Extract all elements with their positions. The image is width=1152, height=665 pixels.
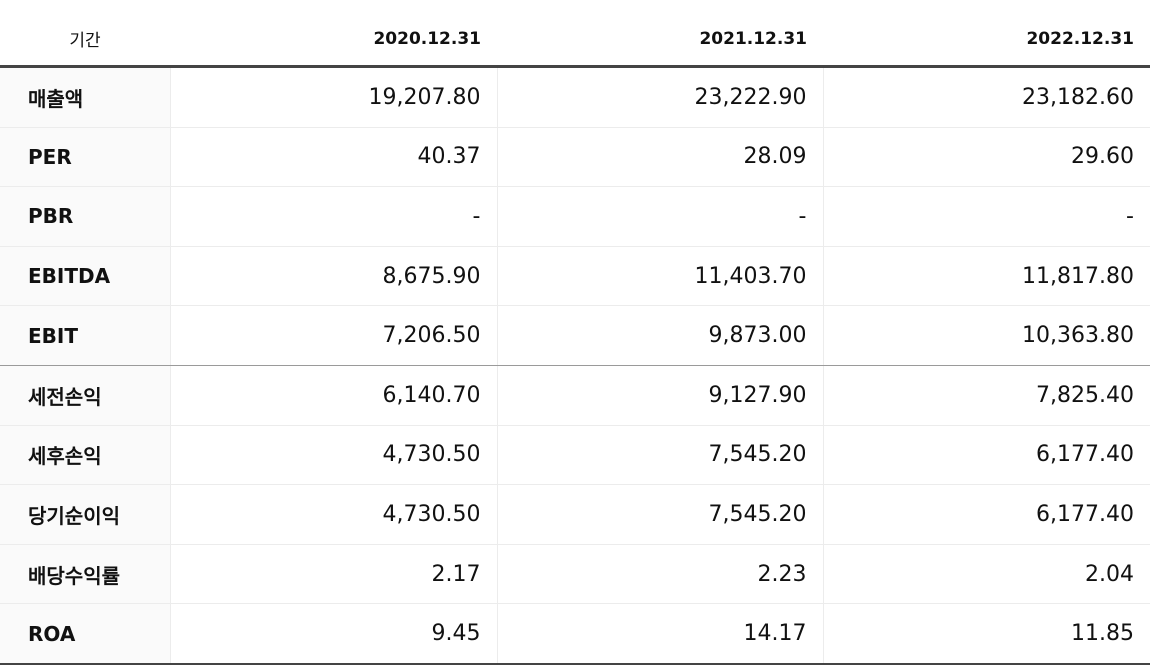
row-value: 4,730.50 xyxy=(170,484,498,545)
row-value: 6,140.70 xyxy=(170,365,498,426)
row-label: 세후손익 xyxy=(0,425,171,486)
row-value: 2.17 xyxy=(170,544,498,605)
table-row: 세전손익 6,140.70 9,127.90 7,825.40 xyxy=(0,365,1150,426)
row-value: 23,182.60 xyxy=(823,66,1150,128)
row-value: 7,825.40 xyxy=(823,365,1150,426)
row-value: 8,675.90 xyxy=(170,246,498,307)
row-value: - xyxy=(170,186,498,247)
row-value: 2.23 xyxy=(497,544,824,605)
row-value: 19,207.80 xyxy=(170,66,498,128)
header-row: 기간 2020.12.31 2021.12.31 2022.12.31 xyxy=(0,12,1150,68)
table-row: EBITDA 8,675.90 11,403.70 11,817.80 xyxy=(0,246,1150,307)
row-label: ROA xyxy=(0,603,171,665)
row-value: 6,177.40 xyxy=(823,484,1150,545)
row-value: 29.60 xyxy=(823,127,1150,188)
financial-table: 기간 2020.12.31 2021.12.31 2022.12.31 매출액 … xyxy=(0,12,1150,665)
row-value: 11,817.80 xyxy=(823,246,1150,307)
row-label: EBITDA xyxy=(0,246,171,307)
year-header-2022: 2022.12.31 xyxy=(823,12,1150,68)
row-value: - xyxy=(497,186,824,247)
row-value: 7,206.50 xyxy=(170,305,498,366)
row-value: 4,730.50 xyxy=(170,425,498,486)
row-value: 2.04 xyxy=(823,544,1150,605)
row-value: 23,222.90 xyxy=(497,66,824,128)
table-row: 당기순이익 4,730.50 7,545.20 6,177.40 xyxy=(0,484,1150,545)
row-label: 당기순이익 xyxy=(0,484,171,545)
row-value: 11,403.70 xyxy=(497,246,824,307)
table-header: 기간 2020.12.31 2021.12.31 2022.12.31 xyxy=(0,12,1150,68)
table-body: 매출액 19,207.80 23,222.90 23,182.60 PER 40… xyxy=(0,66,1150,665)
row-label: 매출액 xyxy=(0,66,171,128)
row-value: 9.45 xyxy=(170,603,498,665)
row-label: 세전손익 xyxy=(0,365,171,426)
table-row: 매출액 19,207.80 23,222.90 23,182.60 xyxy=(0,66,1150,128)
period-header: 기간 xyxy=(0,12,170,68)
row-label: EBIT xyxy=(0,305,171,366)
table-row: PER 40.37 28.09 29.60 xyxy=(0,127,1150,188)
row-value: - xyxy=(823,186,1150,247)
table-row: PBR - - - xyxy=(0,186,1150,247)
table-row: 배당수익률 2.17 2.23 2.04 xyxy=(0,544,1150,605)
row-value: 40.37 xyxy=(170,127,498,188)
row-value: 11.85 xyxy=(823,603,1150,665)
page-edge xyxy=(1150,0,1152,664)
row-value: 7,545.20 xyxy=(497,484,824,545)
row-value: 14.17 xyxy=(497,603,824,665)
table-row: 세후손익 4,730.50 7,545.20 6,177.40 xyxy=(0,425,1150,486)
year-header-2021: 2021.12.31 xyxy=(497,12,823,68)
row-label: PBR xyxy=(0,186,171,247)
row-value: 6,177.40 xyxy=(823,425,1150,486)
row-label: 배당수익률 xyxy=(0,544,171,605)
table-row: ROA 9.45 14.17 11.85 xyxy=(0,603,1150,665)
row-value: 28.09 xyxy=(497,127,824,188)
year-header-2020: 2020.12.31 xyxy=(170,12,497,68)
table-row: EBIT 7,206.50 9,873.00 10,363.80 xyxy=(0,305,1150,366)
row-value: 7,545.20 xyxy=(497,425,824,486)
row-label: PER xyxy=(0,127,171,188)
row-value: 9,127.90 xyxy=(497,365,824,426)
row-value: 10,363.80 xyxy=(823,305,1150,366)
row-value: 9,873.00 xyxy=(497,305,824,366)
